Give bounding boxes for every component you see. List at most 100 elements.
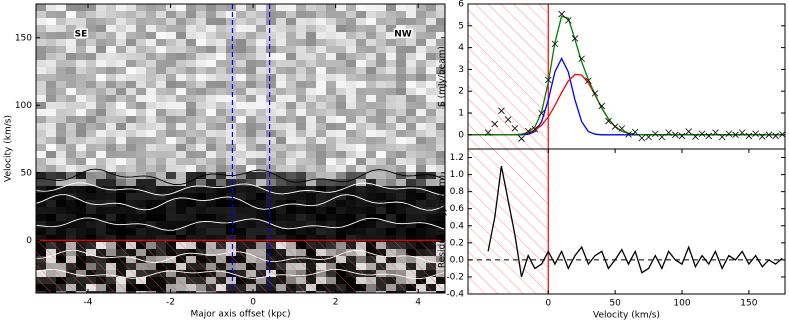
image-cell	[146, 18, 157, 26]
data-point	[645, 133, 652, 141]
image-cell	[116, 18, 127, 26]
image-cell	[426, 4, 437, 12]
image-cell	[136, 165, 147, 173]
image-cell	[106, 32, 117, 40]
image-cell	[306, 235, 317, 243]
image-cell	[66, 172, 77, 180]
image-cell	[336, 158, 347, 166]
image-cell	[256, 186, 267, 194]
image-cell	[436, 172, 445, 180]
image-cell	[136, 214, 147, 222]
image-cell	[206, 214, 217, 222]
image-cell	[296, 207, 307, 215]
y-tick-label: 5	[458, 21, 464, 31]
image-cell	[56, 137, 67, 145]
image-cell	[36, 158, 47, 166]
image-cell	[106, 137, 117, 145]
image-cell	[146, 165, 157, 173]
image-cell	[416, 25, 427, 33]
image-cell	[356, 32, 367, 40]
image-cell	[136, 39, 147, 47]
image-cell	[176, 102, 187, 110]
image-cell	[186, 4, 197, 12]
image-cell	[406, 39, 417, 47]
image-cell	[356, 109, 367, 117]
image-cell	[326, 109, 337, 117]
image-cell	[176, 193, 187, 201]
image-cell	[426, 123, 437, 131]
image-cell	[226, 186, 237, 194]
image-cell	[256, 165, 267, 173]
image-cell	[126, 95, 137, 103]
image-cell	[356, 123, 367, 131]
image-cell	[196, 193, 207, 201]
image-cell	[396, 95, 407, 103]
image-cell	[306, 116, 317, 124]
image-cell	[366, 130, 377, 138]
image-cell	[376, 25, 387, 33]
image-cell	[86, 60, 97, 68]
image-cell	[226, 179, 237, 187]
image-cell	[326, 158, 337, 166]
image-cell	[306, 88, 317, 96]
image-cell	[266, 172, 277, 180]
image-cell	[76, 39, 87, 47]
image-cell	[366, 74, 377, 82]
image-cell	[386, 130, 397, 138]
axes-frame	[467, 148, 786, 295]
image-cell	[356, 151, 367, 159]
image-cell	[156, 214, 167, 222]
image-cell	[296, 39, 307, 47]
image-cell	[126, 74, 137, 82]
contour	[36, 182, 445, 196]
image-cell	[66, 221, 77, 229]
image-cell	[286, 74, 297, 82]
image-cell	[326, 151, 337, 159]
image-cell	[166, 200, 177, 208]
data-point	[565, 17, 572, 24]
image-cell	[246, 235, 257, 243]
y-tick-label: 0	[26, 236, 32, 246]
image-cell	[416, 123, 427, 131]
image-cell	[166, 151, 177, 159]
image-cell	[66, 39, 77, 47]
image-cell	[406, 151, 417, 159]
image-cell	[36, 116, 47, 124]
image-cell	[266, 228, 277, 236]
image-cell	[376, 81, 387, 89]
image-cell	[306, 11, 317, 19]
data-point	[631, 128, 639, 136]
image-cell	[216, 158, 227, 166]
image-cell	[336, 25, 347, 33]
image-cell	[236, 193, 247, 201]
image-cell	[226, 39, 237, 47]
image-cell	[276, 4, 287, 12]
image-cell	[246, 228, 257, 236]
image-cell	[406, 102, 417, 110]
image-cell	[406, 137, 417, 145]
image-cell	[166, 144, 177, 152]
image-cell	[76, 95, 87, 103]
image-cell	[276, 137, 287, 145]
image-cell	[296, 53, 307, 61]
image-cell	[56, 193, 67, 201]
image-cell	[176, 165, 187, 173]
image-cell	[246, 214, 257, 222]
y-tick-label: -0.4	[446, 290, 464, 300]
image-cell	[316, 102, 327, 110]
image-cell	[336, 4, 347, 12]
image-cell	[396, 158, 407, 166]
image-cell	[436, 95, 445, 103]
image-cell	[156, 74, 167, 82]
image-cell	[36, 228, 47, 236]
image-cell	[316, 60, 327, 68]
image-cell	[256, 32, 267, 40]
image-cell	[336, 221, 347, 229]
image-cell	[96, 109, 107, 117]
image-cell	[246, 11, 257, 19]
image-cell	[196, 18, 207, 26]
image-cell	[286, 165, 297, 173]
image-cell	[186, 137, 197, 145]
image-cell	[46, 158, 57, 166]
image-cell	[146, 151, 157, 159]
